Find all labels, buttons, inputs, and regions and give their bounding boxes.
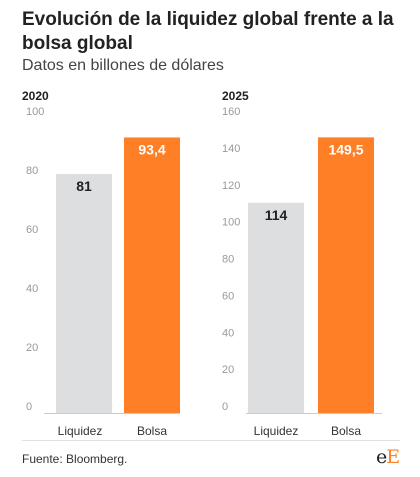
x-category-label: Liquidez	[254, 424, 299, 438]
y-tick-label: 0	[222, 401, 228, 413]
y-tick-label: 60	[222, 290, 234, 302]
x-category-label: Liquidez	[58, 424, 103, 438]
y-tick-label: 20	[222, 364, 234, 376]
bar-value-label: 149,5	[328, 141, 363, 157]
chart-subtitle: Datos en billones de dólares	[22, 57, 224, 74]
bar-liquidez	[248, 202, 304, 413]
y-tick-label: 100	[26, 106, 44, 118]
bar-liquidez	[56, 174, 112, 413]
bar-value-label: 93,4	[138, 141, 165, 157]
chart-title: Evolución de la liquidez global frente a…	[22, 9, 394, 54]
logo-letter-e: e	[376, 446, 387, 468]
y-tick-label: 40	[222, 327, 234, 339]
panel-title-2020: 2020	[22, 89, 49, 103]
y-tick-label: 80	[26, 165, 38, 177]
bar-bolsa	[318, 137, 374, 413]
brand-logo: eE	[376, 446, 400, 468]
y-tick-label: 140	[222, 143, 240, 155]
y-tick-label: 20	[26, 342, 38, 354]
y-tick-label: 60	[26, 224, 38, 236]
source-note: Fuente: Bloomberg.	[22, 452, 128, 466]
x-category-label: Bolsa	[331, 424, 361, 438]
bar-bolsa	[124, 137, 180, 413]
y-tick-label: 160	[222, 106, 240, 118]
panel-title-2025: 2025	[222, 89, 249, 103]
y-tick-label: 80	[222, 254, 234, 266]
bar-value-label: 114	[265, 207, 288, 223]
y-tick-label: 100	[222, 217, 240, 229]
y-tick-label: 40	[26, 283, 38, 295]
y-tick-label: 120	[222, 180, 240, 192]
x-category-label: Bolsa	[137, 424, 167, 438]
bar-value-label: 81	[76, 178, 92, 194]
logo-letter-E: E	[386, 446, 400, 468]
y-tick-label: 0	[26, 401, 32, 413]
